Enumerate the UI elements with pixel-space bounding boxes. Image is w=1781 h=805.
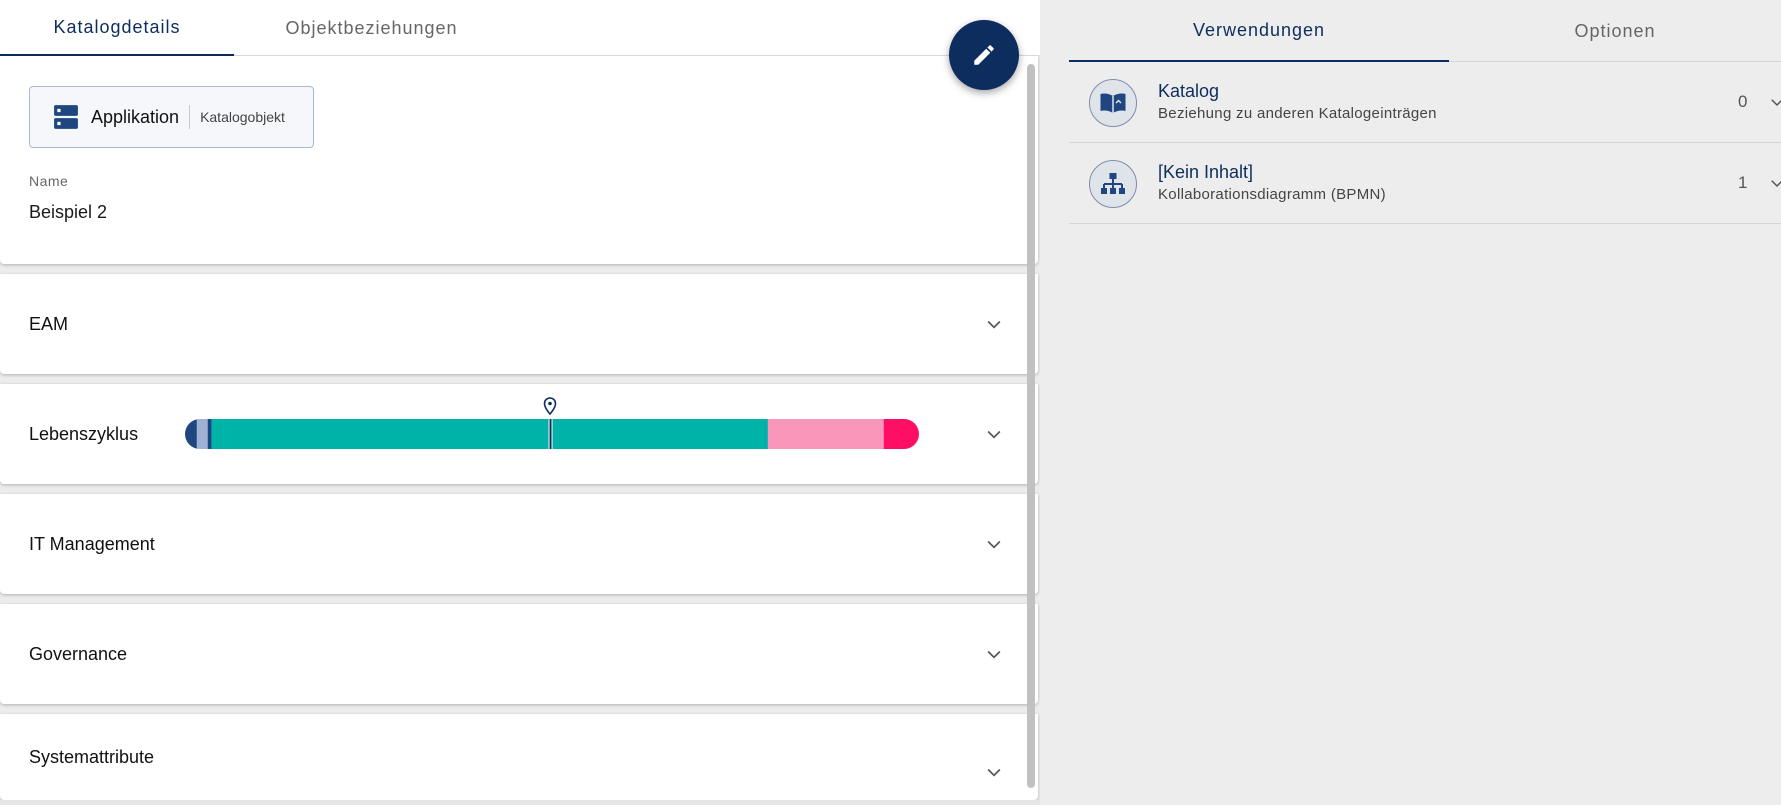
section-title: Lebenszyklus — [29, 423, 139, 444]
section-systemattribute[interactable]: Systemattribute — [0, 714, 1038, 800]
book-icon — [1100, 93, 1126, 113]
usage-title: [Kein Inhalt] — [1158, 162, 1254, 182]
chevron-down-icon — [987, 650, 1001, 659]
pane-footer — [0, 800, 1040, 805]
server-icon — [54, 105, 78, 129]
name-label: Name — [29, 173, 69, 189]
lifecycle-segment-2[interactable] — [207, 419, 212, 449]
usage-item-katalog[interactable]: Katalog Beziehung zu anderen Katalogeint… — [1069, 63, 1781, 143]
usage-icon-circle — [1089, 160, 1137, 208]
chevron-down-icon — [1771, 99, 1781, 107]
right-tab-bar: Verwendungen Optionen — [1069, 0, 1781, 62]
tab-optionen[interactable]: Optionen — [1574, 20, 1656, 41]
section-title: Governance — [29, 643, 128, 664]
chevron-down-icon — [987, 540, 1001, 549]
lifecycle-today-line-inner — [549, 419, 552, 449]
details-pane: Katalogdetails Objektbeziehungen Applika… — [0, 0, 1040, 805]
lifecycle-bar[interactable] — [185, 419, 919, 449]
section-it-management[interactable]: IT Management — [0, 494, 1038, 594]
usage-subtitle: Beziehung zu anderen Katalogeinträgen — [1158, 105, 1437, 122]
section-lebenszyklus[interactable]: Lebenszyklus — [0, 384, 1038, 484]
usage-item-kein-inhalt[interactable]: [Kein Inhalt] Kollaborationsdiagramm (BP… — [1069, 144, 1781, 224]
chip-divider — [189, 105, 191, 129]
section-title: EAM — [29, 313, 69, 334]
section-title: Systemattribute — [29, 746, 155, 767]
lifecycle-segment-4[interactable] — [767, 419, 885, 449]
edit-button[interactable] — [949, 20, 1019, 90]
lifecycle-segment-1[interactable] — [196, 419, 209, 449]
section-governance[interactable]: Governance — [0, 604, 1038, 704]
lifecycle-segment-3[interactable] — [211, 419, 769, 449]
location-pin-icon — [543, 397, 557, 415]
usage-title: Katalog — [1158, 81, 1220, 101]
lifecycle-segment-0[interactable] — [185, 419, 198, 449]
usage-count: 1 — [1738, 173, 1748, 192]
hierarchy-icon — [1101, 173, 1125, 194]
object-header-card: Applikation Katalogobjekt Name Beispiel … — [0, 56, 1038, 264]
lifecycle-segment-5[interactable] — [883, 419, 919, 449]
tab-verwendungen[interactable]: Verwendungen — [1069, 0, 1449, 62]
scrollbar[interactable] — [1027, 64, 1035, 788]
chevron-down-icon — [987, 430, 1001, 439]
tab-katalogdetails[interactable]: Katalogdetails — [0, 0, 234, 56]
pencil-icon — [974, 45, 994, 65]
left-tab-bar: Katalogdetails Objektbeziehungen — [0, 0, 1040, 56]
section-eam[interactable]: EAM — [0, 274, 1038, 374]
usage-count: 0 — [1738, 92, 1748, 111]
chevron-down-icon — [987, 768, 1001, 777]
chevron-down-icon — [1771, 180, 1781, 188]
object-type-chip[interactable]: Applikation Katalogobjekt — [29, 86, 314, 148]
section-title: IT Management — [29, 533, 155, 554]
side-panel: Verwendungen Optionen Katalog Beziehung … — [1040, 0, 1781, 805]
object-type-kind: Katalogobjekt — [200, 109, 285, 125]
tab-objektbeziehungen[interactable]: Objektbeziehungen — [285, 17, 458, 38]
name-value: Beispiel 2 — [29, 202, 108, 222]
usage-subtitle: Kollaborationsdiagramm (BPMN) — [1158, 186, 1386, 203]
chevron-down-icon — [987, 320, 1001, 329]
object-type-name: Applikation — [91, 106, 180, 127]
usage-icon-circle — [1089, 79, 1137, 127]
